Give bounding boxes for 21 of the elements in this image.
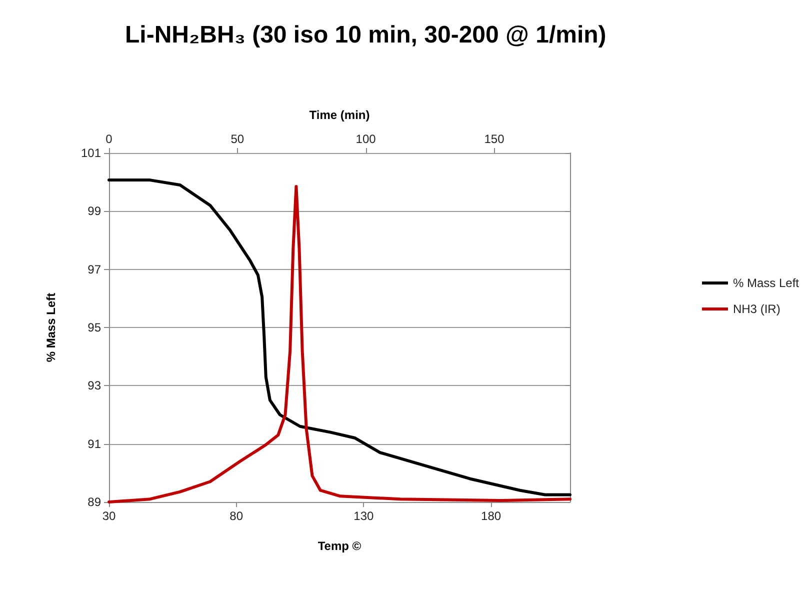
x2-tick-label: 50 (230, 132, 244, 146)
x-tick-label: 80 (230, 509, 244, 523)
legend-label: NH3 (IR) (732, 302, 780, 316)
x-tick-label: 30 (102, 509, 116, 523)
x-tick-label: 130 (354, 509, 374, 523)
chart-title: Li-NH₂BH₃ (30 iso 10 min, 30-200 @ 1/min) (125, 22, 606, 48)
y-tick-label: 101 (80, 146, 102, 160)
y-tick-label: 97 (88, 262, 102, 276)
x2-tick-label: 0 (106, 132, 113, 146)
y-axis-title: % Mass Left (44, 292, 58, 362)
y-tick-label: 89 (88, 495, 102, 509)
x2-axis-title: Time (min) (309, 108, 370, 122)
y-tick-label: 99 (88, 204, 102, 218)
x-tick-label: 180 (481, 509, 502, 523)
x2-tick-label: 150 (484, 132, 505, 146)
x2-tick-label: 100 (356, 132, 376, 146)
y-tick-label: 91 (88, 436, 102, 451)
legend-label: % Mass Left (732, 276, 800, 290)
y-tick-label: 93 (88, 378, 102, 393)
y-tick-label: 95 (88, 320, 102, 334)
x-axis-title: Temp © (318, 539, 362, 553)
